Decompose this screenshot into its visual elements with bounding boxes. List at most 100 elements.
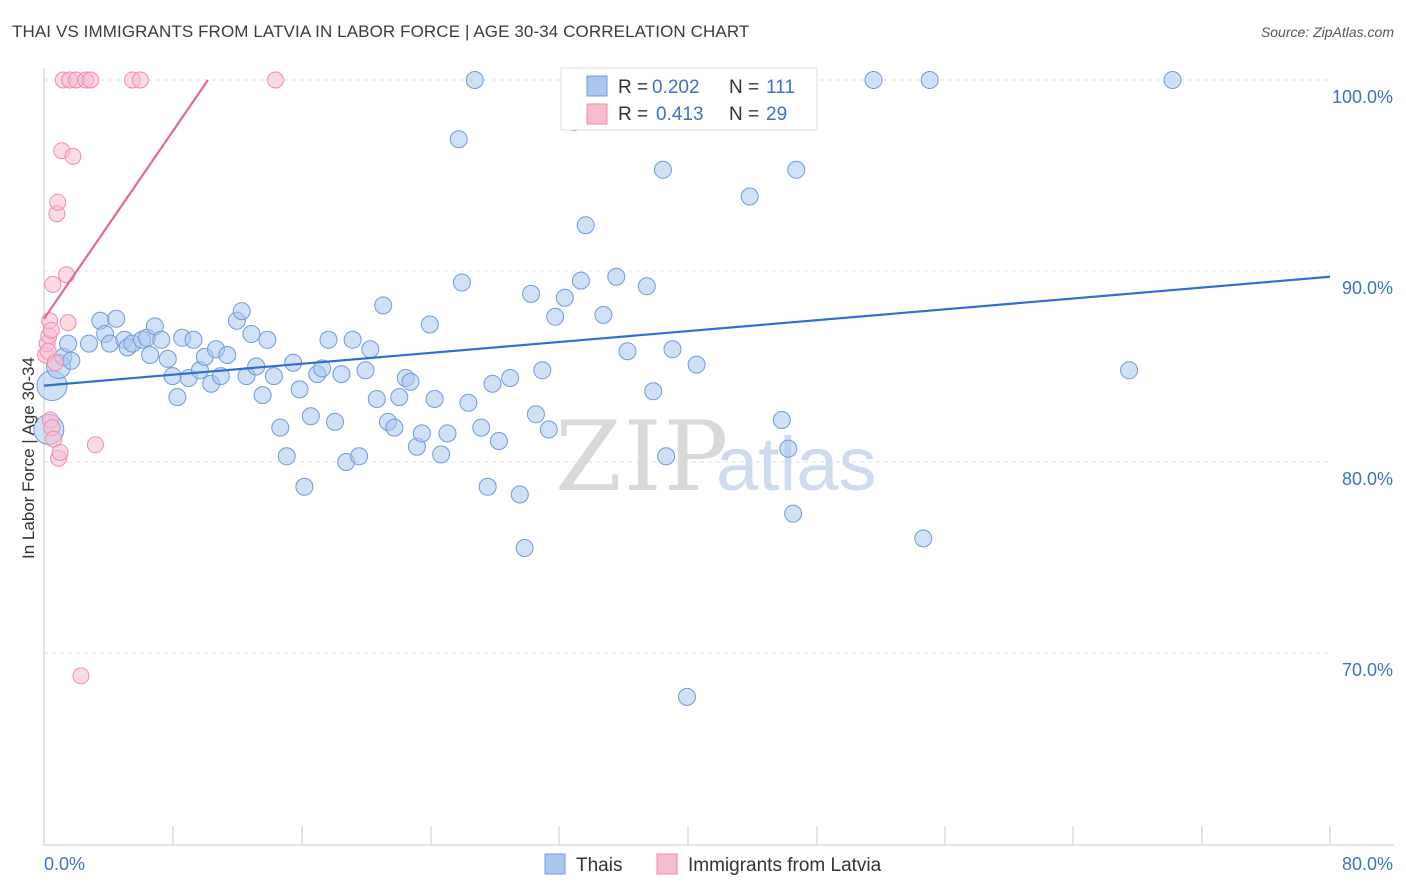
thais-point — [459, 393, 478, 412]
series-thais — [33, 71, 1182, 706]
thais-point — [449, 130, 468, 149]
thais-point — [361, 340, 380, 359]
thais-point — [152, 330, 171, 349]
thais-point — [326, 412, 344, 431]
thais-point — [374, 296, 393, 315]
thais-point — [80, 334, 98, 353]
thais-point — [663, 340, 682, 359]
latvia-point — [58, 266, 75, 284]
bottom-legend-latvia: Immigrants from Latvia — [688, 855, 882, 876]
thais-point — [232, 302, 251, 321]
y-tick-label: 90.0% — [1342, 278, 1393, 298]
thais-point — [313, 359, 332, 378]
bottom-legend-thais: Thais — [576, 855, 622, 876]
latvia-point — [51, 444, 69, 461]
thais-point — [784, 504, 803, 523]
thais-point — [522, 284, 541, 303]
thais-point — [501, 369, 520, 387]
thais-point — [772, 411, 791, 429]
latvia-point — [267, 71, 284, 89]
y-tick-label: 80.0% — [1342, 469, 1393, 489]
thais-trend-line — [43, 275, 1331, 387]
thais-point — [62, 351, 81, 370]
thais-point — [657, 447, 676, 466]
bottom-legend-swatch-thais — [544, 853, 566, 875]
thais-point — [740, 187, 759, 206]
thais-point — [420, 315, 439, 334]
thais-point — [653, 160, 672, 179]
source-credit: Source: ZipAtlas.com — [1260, 24, 1394, 40]
thais-point — [1120, 361, 1139, 380]
thais-point — [571, 271, 590, 290]
thais-point — [412, 424, 431, 443]
latvia-point — [72, 667, 90, 685]
y-tick-labels: 70.0% 80.0% 90.0% 100.0% — [1332, 87, 1393, 680]
thais-point — [678, 687, 696, 706]
thais-point — [253, 386, 272, 405]
bottom-legend-swatch-latvia — [656, 853, 678, 875]
thais-point — [539, 420, 558, 439]
thais-point — [290, 380, 309, 399]
legend-n-value-2: 29 — [766, 104, 787, 125]
thais-point — [779, 439, 798, 458]
thais-point — [356, 361, 375, 380]
thais-point — [914, 529, 933, 548]
latvia-point — [42, 321, 60, 339]
legend-r-value-1: 0.202 — [652, 77, 700, 98]
latvia-point — [86, 436, 104, 454]
thais-point — [264, 367, 283, 386]
thais-point — [350, 447, 369, 466]
thais-point — [546, 307, 565, 326]
legend-swatch-latvia — [586, 103, 608, 125]
thais-point — [483, 374, 502, 393]
latvia-point — [49, 193, 67, 211]
thais-point — [107, 309, 126, 328]
thais-point — [510, 485, 529, 504]
legend-r-value-2: 0.413 — [656, 104, 704, 125]
thais-point — [618, 342, 637, 361]
thais-point — [385, 418, 404, 437]
y-tick-label: 70.0% — [1342, 660, 1393, 680]
legend-n-value-1: 111 — [766, 77, 795, 98]
thais-point — [258, 330, 277, 349]
thais-point — [184, 330, 203, 349]
thais-point — [168, 388, 187, 407]
thais-point — [452, 273, 471, 292]
thais-point — [687, 355, 706, 374]
thais-point — [59, 334, 78, 353]
thais-point — [319, 330, 338, 349]
thais-point — [301, 407, 320, 426]
trend-lines — [43, 79, 1331, 387]
thais-point — [332, 365, 351, 384]
thais-point — [271, 418, 290, 437]
y-tick-label: 100.0% — [1332, 87, 1393, 107]
series-latvia — [37, 71, 284, 685]
thais-point — [158, 349, 177, 368]
latvia-point — [82, 71, 100, 89]
latvia-point — [59, 314, 77, 332]
thais-point — [864, 71, 883, 89]
thais-point — [343, 330, 362, 349]
thais-point — [367, 390, 386, 408]
thais-point — [390, 388, 409, 407]
thais-point — [425, 390, 444, 408]
thais-point — [637, 277, 656, 296]
y-axis-label: In Labor Force | Age 30-34 — [19, 357, 38, 559]
latvia-point — [46, 354, 64, 372]
legend-r-label-1: R = — [618, 77, 648, 98]
thais-point — [533, 361, 552, 380]
thais-point — [920, 71, 939, 89]
x-tick-label-min: 0.0% — [44, 854, 85, 874]
thais-point — [555, 288, 574, 307]
thais-point — [607, 267, 626, 286]
thais-point — [242, 325, 261, 343]
thais-point — [1163, 71, 1182, 89]
thais-point — [644, 382, 663, 401]
thais-point — [594, 305, 613, 324]
thais-point — [526, 405, 545, 424]
thais-point — [141, 346, 160, 364]
latvia-point — [44, 275, 62, 293]
axes — [43, 68, 1394, 846]
thais-point — [295, 477, 314, 496]
